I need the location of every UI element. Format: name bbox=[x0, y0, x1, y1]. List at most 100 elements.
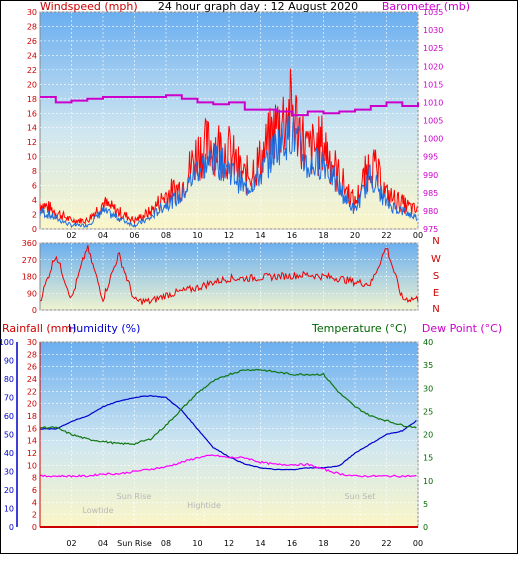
dewpoint-axis-title: Dew Point (°C) bbox=[422, 322, 502, 335]
barometer-tick-label: 1010 bbox=[423, 98, 443, 107]
wind-direction-axis: 0 90 180 270 360 bbox=[22, 239, 37, 315]
windspeed-axis-title: Windspeed (mph) bbox=[40, 0, 138, 13]
windspeed-tick-label: 22 bbox=[27, 66, 37, 75]
rainfall-tick-label: 4 bbox=[32, 498, 37, 507]
temperature-tick-label: 25 bbox=[423, 407, 433, 416]
windspeed-tick-label: 18 bbox=[27, 95, 37, 104]
wind-x-tick-label: 02 bbox=[66, 231, 76, 240]
barometer-axis: 975 980 985 990 995 1000 1005 1010 1015 1020 1025 1… bbox=[423, 8, 443, 234]
rainfall-tick-label: 28 bbox=[27, 350, 37, 359]
humidity-tick-label: 80 bbox=[4, 375, 14, 384]
temperature-x-tick-label: 18 bbox=[318, 539, 328, 548]
humidity-tick-label: 100 bbox=[0, 338, 14, 347]
rainfall-axis-title: Rainfall (mm) bbox=[2, 322, 76, 335]
windspeed-tick-label: 2 bbox=[32, 211, 37, 220]
compass-label: N bbox=[432, 236, 439, 247]
annotation-label: Hightide bbox=[187, 501, 221, 510]
rainfall-tick-label: 0 bbox=[32, 523, 37, 532]
windspeed-tick-label: 24 bbox=[27, 51, 37, 60]
temperature-tick-label: 15 bbox=[423, 454, 433, 463]
windspeed-tick-label: 0 bbox=[32, 225, 37, 234]
temperature-tick-label: 10 bbox=[423, 477, 433, 486]
temperature-x-tick-label: 16 bbox=[287, 539, 297, 548]
direction-tick-label: 270 bbox=[22, 256, 37, 265]
temperature-axis-title: Temperature (°C) bbox=[311, 322, 407, 335]
barometer-tick-label: 990 bbox=[423, 171, 438, 180]
humidity-tick-label: 70 bbox=[4, 394, 14, 403]
barometer-tick-label: 1020 bbox=[423, 62, 443, 71]
humidity-tick-label: 0 bbox=[9, 523, 14, 532]
wind-x-tick-label: 08 bbox=[161, 231, 171, 240]
barometer-axis-title: Barometer (mb) bbox=[382, 0, 470, 13]
humidity-tick-label: 60 bbox=[4, 412, 14, 421]
temperature-tick-label: 40 bbox=[423, 338, 433, 347]
temperature-x-axis: 02 04 Sun Rise 08 10 12 14 16 18 20 22 00 bbox=[66, 342, 423, 548]
rainfall-tick-label: 12 bbox=[27, 449, 37, 458]
wind-x-tick-label: 12 bbox=[224, 231, 234, 240]
rainfall-tick-label: 16 bbox=[27, 424, 37, 433]
compass-label: S bbox=[433, 271, 439, 282]
compass-label: N bbox=[432, 304, 439, 315]
barometer-tick-label: 975 bbox=[423, 225, 438, 234]
rainfall-tick-label: 30 bbox=[27, 338, 37, 347]
temperature-x-tick-label: 20 bbox=[350, 539, 360, 548]
event-annotations: Lowtide Sun Rise Hightide Sun Set bbox=[82, 492, 375, 527]
humidity-tick-label: 10 bbox=[4, 505, 14, 514]
dewpoint-series-line bbox=[39, 454, 417, 478]
humidity-series-line bbox=[40, 394, 417, 471]
barometer-tick-label: 1035 bbox=[423, 8, 443, 17]
rainfall-tick-label: 14 bbox=[27, 437, 37, 446]
temperature-x-tick-label: 14 bbox=[255, 539, 265, 548]
barometer-tick-label: 1025 bbox=[423, 44, 443, 53]
temperature-x-tick-label: 04 bbox=[98, 539, 108, 548]
temperature-axis: 0 5 10 15 20 25 30 35 40 bbox=[423, 338, 433, 532]
barometer-tick-label: 1030 bbox=[423, 26, 443, 35]
temperature-x-tick-label: 10 bbox=[192, 539, 202, 548]
windspeed-tick-label: 30 bbox=[27, 8, 37, 17]
direction-tick-label: 360 bbox=[22, 239, 37, 248]
rainfall-tick-label: 22 bbox=[27, 387, 37, 396]
rainfall-tick-label: 8 bbox=[32, 474, 37, 483]
windspeed-tick-label: 16 bbox=[27, 109, 37, 118]
direction-tick-label: 90 bbox=[27, 289, 37, 298]
wind-x-tick-label: 10 bbox=[192, 231, 202, 240]
barometer-tick-label: 1005 bbox=[423, 117, 443, 126]
temperature-x-tick-label: Sun Rise bbox=[117, 539, 152, 548]
temperature-x-tick-label: 00 bbox=[413, 539, 423, 548]
rainfall-tick-label: 26 bbox=[27, 363, 37, 372]
windspeed-tick-label: 6 bbox=[32, 182, 37, 191]
rainfall-tick-label: 24 bbox=[27, 375, 37, 384]
chart-title: 24 hour graph day : 12 August 2020 bbox=[158, 0, 358, 13]
wind-x-tick-label: 04 bbox=[98, 231, 108, 240]
wind-x-tick-label: 22 bbox=[381, 231, 391, 240]
temperature-x-tick-label: 12 bbox=[224, 539, 234, 548]
humidity-tick-label: 30 bbox=[4, 468, 14, 477]
temperature-tick-label: 35 bbox=[423, 361, 433, 370]
rainfall-tick-label: 6 bbox=[32, 486, 37, 495]
humidity-tick-label: 40 bbox=[4, 449, 14, 458]
barometer-tick-label: 985 bbox=[423, 189, 438, 198]
humidity-axis-title: Humidity (%) bbox=[68, 322, 140, 335]
annotation-label: Lowtide bbox=[82, 506, 113, 515]
wind-x-axis: 02 04 06 08 10 12 14 16 18 20 22 00 bbox=[66, 12, 423, 240]
rainfall-tick-label: 18 bbox=[27, 412, 37, 421]
windspeed-tick-label: 8 bbox=[32, 167, 37, 176]
wind-x-tick-label: 18 bbox=[318, 231, 328, 240]
annotation-label: Sun Set bbox=[345, 492, 376, 501]
temperature-humidity-panel: Rainfall (mm) Humidity (%) Temperature (… bbox=[0, 322, 502, 548]
outer-frame bbox=[0, 0, 518, 554]
wind-x-tick-label: 00 bbox=[413, 231, 423, 240]
temperature-x-tick-label: 02 bbox=[66, 539, 76, 548]
barometer-series-line bbox=[40, 94, 419, 117]
windspeed-tick-label: 26 bbox=[27, 37, 37, 46]
windspeed-series-line bbox=[39, 114, 418, 229]
barometer-tick-label: 995 bbox=[423, 153, 438, 162]
windspeed-tick-label: 10 bbox=[27, 153, 37, 162]
windspeed-tick-label: 20 bbox=[27, 80, 37, 89]
temperature-tick-label: 0 bbox=[423, 523, 428, 532]
barometer-tick-label: 1015 bbox=[423, 80, 443, 89]
temperature-series-line bbox=[39, 368, 417, 446]
